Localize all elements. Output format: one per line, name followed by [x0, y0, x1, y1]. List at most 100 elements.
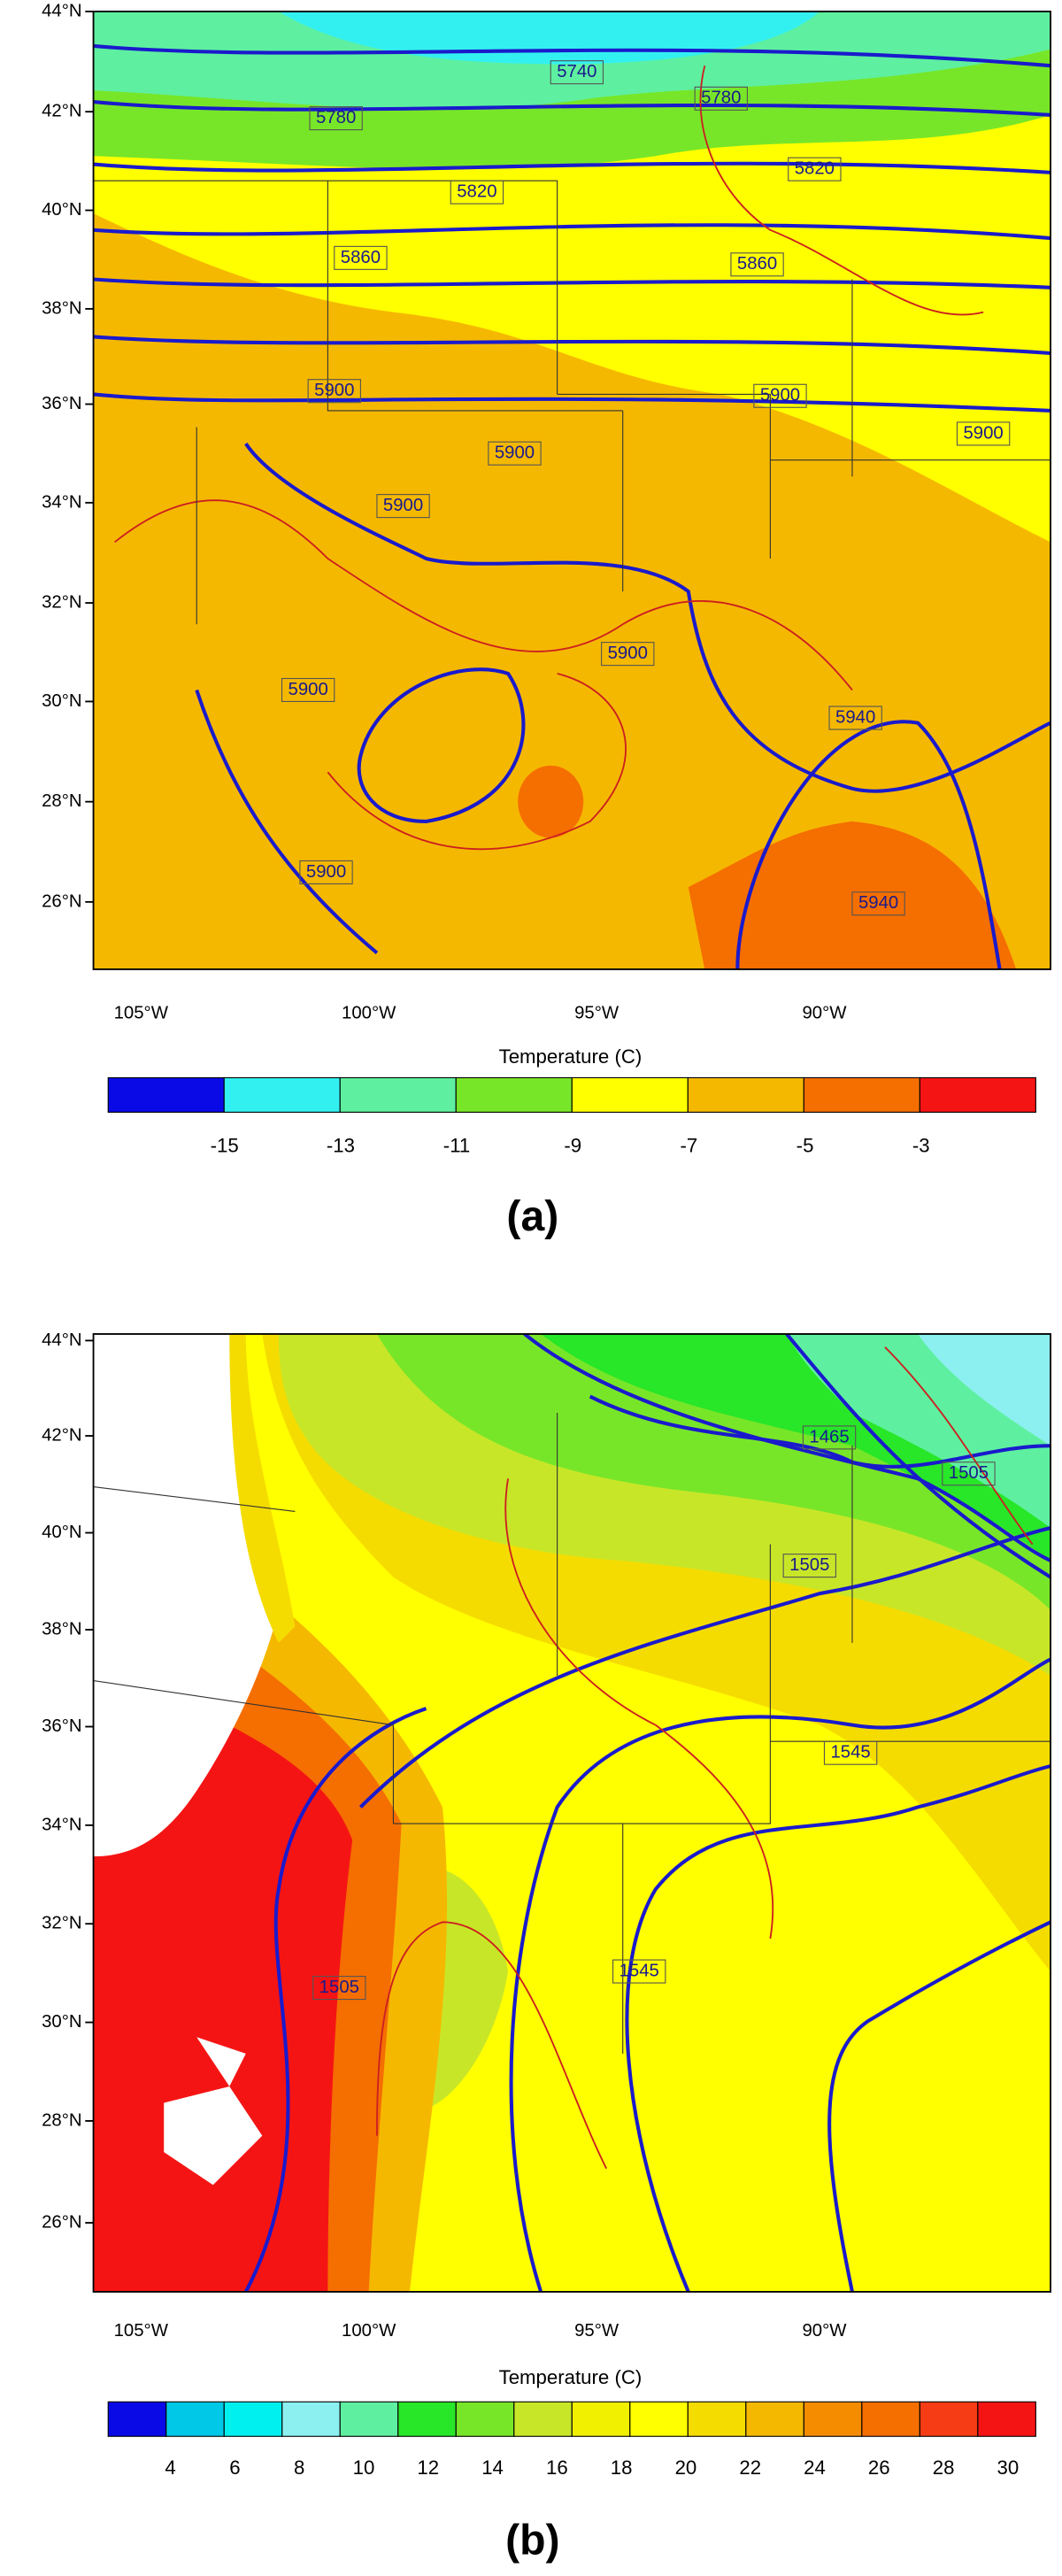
- colorbar-title: Temperature (C): [499, 2366, 643, 2388]
- contour-label-box: [782, 1554, 836, 1578]
- contour-label-box: [851, 891, 905, 916]
- colorbar-swatch: [397, 2401, 457, 2437]
- contour-label-box: [376, 494, 430, 519]
- colorbar-title: Temperature (C): [499, 1045, 643, 1068]
- colorbar-label: 24: [804, 2456, 826, 2479]
- lon-label: 105°W: [114, 2321, 169, 2341]
- colorbar-swatch: [455, 1076, 573, 1113]
- colorbar-swatch: [687, 1076, 804, 1113]
- lon-label: 100°W: [342, 1003, 396, 1022]
- colorbar-label: -13: [327, 1134, 355, 1156]
- contour-label-box: [450, 180, 504, 204]
- lat-label: 32°N: [42, 592, 81, 612]
- colorbar-swatch: [281, 2401, 341, 2437]
- lat-label: 42°N: [42, 1425, 81, 1445]
- colorbar-swatch: [571, 1076, 689, 1113]
- contour-label: 5900: [495, 443, 535, 463]
- contour-label-box: [307, 379, 361, 404]
- contour-label: 5900: [314, 381, 354, 400]
- contour-label-box: [956, 421, 1011, 446]
- contour-label: 5780: [701, 89, 741, 108]
- colorbar-swatch: [223, 2401, 283, 2437]
- lat-label: 44°N: [42, 1330, 81, 1350]
- lat-label: 42°N: [42, 102, 81, 121]
- colorbar-label: 8: [294, 2456, 304, 2479]
- colorbar-swatch: [861, 2401, 920, 2437]
- colorbar-label: 4: [165, 2456, 175, 2479]
- colorbar-swatch: [803, 2401, 863, 2437]
- map-frame-a: [92, 11, 1051, 970]
- lat-label: 40°N: [42, 200, 81, 220]
- lat-label: 30°N: [42, 2012, 81, 2032]
- contour-label: 1545: [620, 1961, 659, 1980]
- contour-label-box: [309, 106, 363, 131]
- lon-label: 105°W: [114, 1003, 169, 1022]
- colorbar-label: 26: [868, 2456, 890, 2479]
- colorbar-label: 6: [229, 2456, 240, 2479]
- colorbar-label: -15: [211, 1134, 239, 1156]
- colorbar-label: 20: [675, 2456, 697, 2479]
- contour-label: 5900: [608, 644, 648, 663]
- colorbar-label: -11: [443, 1134, 470, 1156]
- colorbar-label: -9: [564, 1134, 581, 1156]
- contour-label: 5940: [858, 893, 898, 913]
- lon-label: 90°W: [802, 1003, 847, 1022]
- contour-label: 1505: [319, 1978, 359, 1997]
- colorbar-label: 28: [933, 2456, 955, 2479]
- contour-label-box: [942, 1462, 996, 1486]
- lat-label: 34°N: [42, 492, 81, 512]
- colorbar-swatch: [455, 2401, 515, 2437]
- contour-label-box: [612, 1959, 666, 1984]
- contour-label: 1505: [789, 1555, 829, 1575]
- map-b: [93, 1333, 1051, 2292]
- contour-label-box: [823, 1740, 878, 1765]
- contour-label-box: [730, 252, 784, 277]
- colorbar-swatch: [803, 1076, 920, 1113]
- contour-label: 5860: [737, 254, 777, 274]
- lat-label: 38°N: [42, 1619, 81, 1639]
- lon-label: 90°W: [802, 2321, 847, 2341]
- colorbar-label: 12: [417, 2456, 439, 2479]
- panel-caption: (b): [505, 2517, 559, 2564]
- contour-label-box: [281, 677, 335, 703]
- lon-label: 100°W: [342, 2321, 396, 2341]
- contour-label-box: [550, 60, 604, 85]
- colorbar-swatch: [571, 2401, 631, 2437]
- lon-label: 95°W: [574, 2321, 620, 2341]
- contour-label-box: [694, 86, 748, 111]
- colorbar-swatch: [107, 2401, 167, 2437]
- colorbar-swatch: [745, 2401, 804, 2437]
- contour-label: 5900: [289, 680, 328, 699]
- contour-label-box: [334, 245, 388, 270]
- contour-label: 5820: [457, 182, 496, 202]
- contour-label: 5900: [306, 862, 346, 882]
- contour-label: 1465: [809, 1427, 849, 1446]
- colorbar-label: 22: [739, 2456, 761, 2479]
- contour-label: 5820: [795, 159, 835, 179]
- colorbar-swatch: [919, 1076, 1036, 1113]
- lat-label: 34°N: [42, 1815, 81, 1834]
- colorbar-label: 30: [997, 2456, 1020, 2479]
- colorbar-swatch: [165, 2401, 225, 2437]
- colorbar-label: -7: [681, 1134, 698, 1156]
- contour-label-box: [828, 706, 882, 730]
- colorbar-swatch: [919, 2401, 979, 2437]
- colorbar-swatch: [339, 1076, 457, 1113]
- lat-label: 36°N: [42, 1716, 81, 1736]
- colorbar-label: 14: [481, 2456, 504, 2479]
- lat-label: 28°N: [42, 791, 81, 811]
- contour-label: 1505: [949, 1463, 989, 1483]
- colorbar-label: 10: [353, 2456, 375, 2479]
- lat-label: 26°N: [42, 891, 81, 911]
- panel-caption: (a): [506, 1192, 558, 1240]
- lat-label: 28°N: [42, 2110, 81, 2130]
- contour-label-box: [788, 157, 842, 181]
- lat-label: 40°N: [42, 1523, 81, 1542]
- colorbar-swatch: [107, 1076, 225, 1113]
- colorbar-swatch: [629, 2401, 689, 2437]
- contour-label: 5900: [963, 423, 1003, 443]
- contour-label: 1545: [830, 1743, 870, 1762]
- contour-label: 5900: [383, 496, 423, 515]
